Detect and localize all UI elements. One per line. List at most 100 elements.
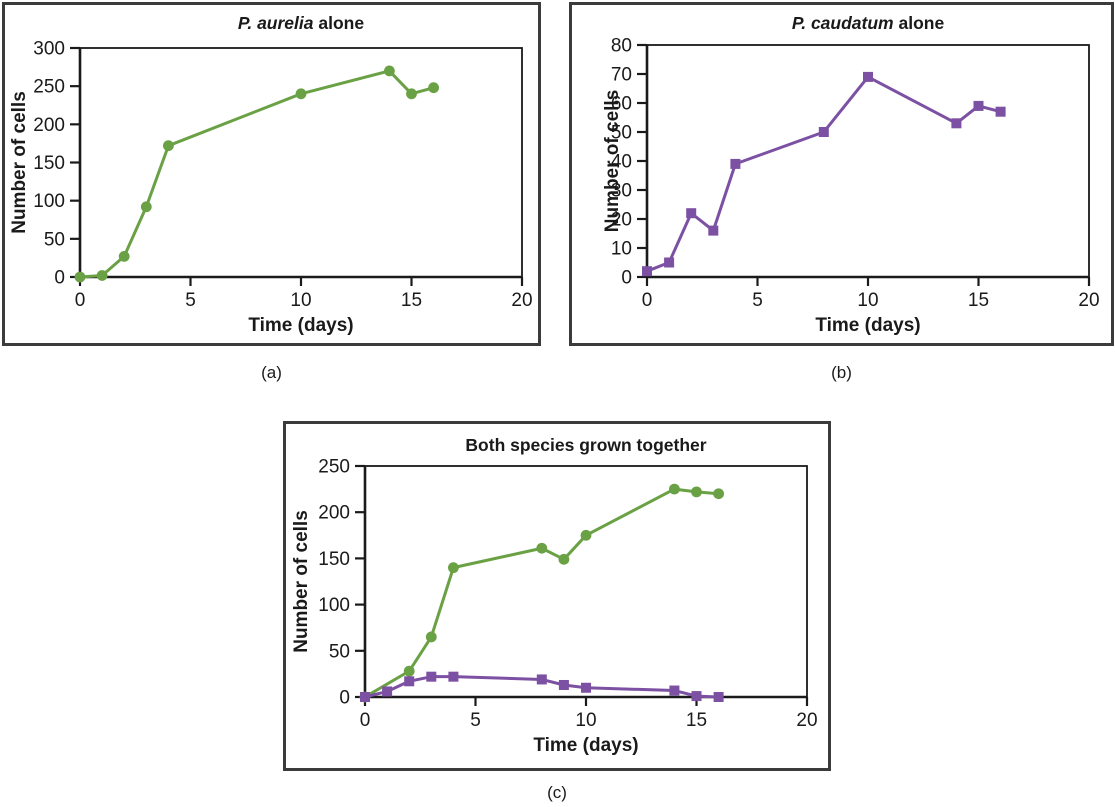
caption-a: (a) [261,363,282,382]
y-axis-label: Number of cells [602,90,623,233]
marker-circle-p-aurelia [295,88,307,100]
y-tick-label: 50 [611,123,632,144]
x-tick-label: 10 [290,290,311,311]
y-tick-label: 70 [611,65,632,86]
x-tick-label: 15 [686,710,707,731]
y-axis-label: Number of cells [291,510,312,653]
marker-circle-p-aurelia [691,486,702,498]
marker-circle-p-aurelia [403,665,415,677]
marker-circle-p-aurelia [118,250,130,262]
y-tick-label: 10 [611,239,632,260]
marker-circle-p-aurelia [74,271,86,283]
x-tick-label: 20 [511,290,532,311]
marker-square-p-caudatum [581,682,591,693]
series-line-p-aurelia [79,69,434,279]
marker-circle-p-aurelia [406,88,417,100]
panel-b-caudatum-alone: 0 10 20 30 40 50 60 70 80 0 5 10 15 20 P. caudatum alo… [569,2,1114,346]
chart-c-both-species: 0 50 100 150 200 250 0 5 10 15 20 Both species grow… [291,435,818,756]
chart-title: P. aurelia alone [238,13,364,33]
x-tick-label: 20 [796,710,817,731]
x-tick-label: 20 [1078,290,1099,311]
y-tick-label: 250 [33,77,65,98]
marker-circle-p-aurelia [713,488,724,500]
x-tick-label: 10 [575,710,596,731]
y-tick-label: 0 [54,268,65,289]
chart-b-caudatum-alone: 0 10 20 30 40 50 60 70 80 0 5 10 15 20 P. caudatum alo… [602,13,1100,336]
y-tick-label: 60 [611,94,632,115]
marker-circle-p-aurelia [384,65,395,77]
chart-title: Both species grown together [465,435,706,455]
x-tick-label: 10 [857,290,878,311]
marker-circle-p-aurelia [163,140,174,152]
caption-b: (b) [831,363,852,382]
marker-circle-p-aurelia [140,201,152,213]
marker-square-p-caudatum [973,100,984,111]
y-tick-label: 0 [621,268,632,289]
y-tick-label: 150 [33,153,65,174]
x-tick-label: 15 [968,290,989,311]
y-tick-label: 40 [611,152,632,173]
x-tick-label: 0 [642,290,653,311]
x-axis-label: Time (days) [533,735,638,756]
y-tick-label: 300 [33,39,65,60]
marker-circle-p-aurelia [558,553,570,565]
marker-circle-p-aurelia [448,562,459,574]
marker-square-p-caudatum [448,671,459,682]
marker-square-p-caudatum [995,106,1006,117]
x-tick-label: 0 [360,710,371,731]
marker-square-p-caudatum [426,671,437,682]
marker-circle-p-aurelia [580,529,592,541]
marker-circle-p-aurelia [536,542,548,554]
panel-c-both-species: 0 50 100 150 200 250 0 5 10 15 20 Both species grow… [283,421,831,771]
plot-frame [79,47,523,278]
marker-square-p-caudatum [713,692,724,702]
marker-square-p-caudatum [691,691,702,702]
y-tick-label: 50 [44,229,65,250]
x-tick-label: 5 [185,290,196,311]
marker-circle-p-aurelia [428,82,439,94]
marker-square-p-caudatum [708,225,719,236]
x-tick-label: 5 [470,710,481,731]
marker-square-p-caudatum [818,127,829,137]
marker-circle-p-aurelia [425,631,437,643]
panel-a-aurelia-alone: 0 50 100 150 200 250 300 0 5 10 15 20 P. aurelia alo… [2,2,541,346]
marker-square-p-caudatum [642,266,652,277]
marker-square-p-caudatum [360,692,370,702]
y-axis-label: Number of cells [9,91,30,234]
x-tick-label: 15 [401,290,422,311]
chart-title: P. caudatum alone [792,13,945,33]
chart-a-aurelia-alone: 0 50 100 150 200 250 300 0 5 10 15 20 P. aurelia alo… [9,13,533,336]
y-tick-label: 200 [33,115,65,136]
marker-square-p-caudatum [664,257,675,268]
caption-c: (c) [547,783,567,802]
y-tick-label: 100 [33,191,65,212]
x-tick-label: 0 [75,290,86,311]
x-tick-label: 5 [752,290,763,311]
y-tick-label: 250 [318,457,350,478]
marker-square-p-caudatum [404,676,415,687]
y-tick-label: 100 [318,595,350,616]
y-tick-label: 80 [611,36,632,57]
series-line-p-caudatum [646,75,1001,273]
marker-square-p-caudatum [558,679,569,690]
marker-square-p-caudatum [536,674,547,685]
y-tick-label: 50 [329,641,350,662]
marker-square-p-caudatum [382,686,393,697]
y-tick-label: 30 [611,181,632,202]
marker-square-p-caudatum [951,118,962,129]
y-tick-label: 150 [318,549,350,570]
marker-square-p-caudatum [686,208,697,219]
y-tick-label: 200 [318,503,350,524]
marker-square-p-caudatum [730,158,741,169]
y-tick-label: 0 [339,688,350,709]
marker-circle-p-aurelia [669,483,680,495]
marker-circle-p-aurelia [96,270,108,281]
x-axis-label: Time (days) [248,315,353,336]
series-line-p-aurelia [364,487,719,699]
y-tick-label: 20 [611,210,632,231]
marker-square-p-caudatum [863,71,873,82]
x-axis-label: Time (days) [815,315,920,336]
marker-square-p-caudatum [669,685,680,696]
plot-frame [364,465,808,698]
